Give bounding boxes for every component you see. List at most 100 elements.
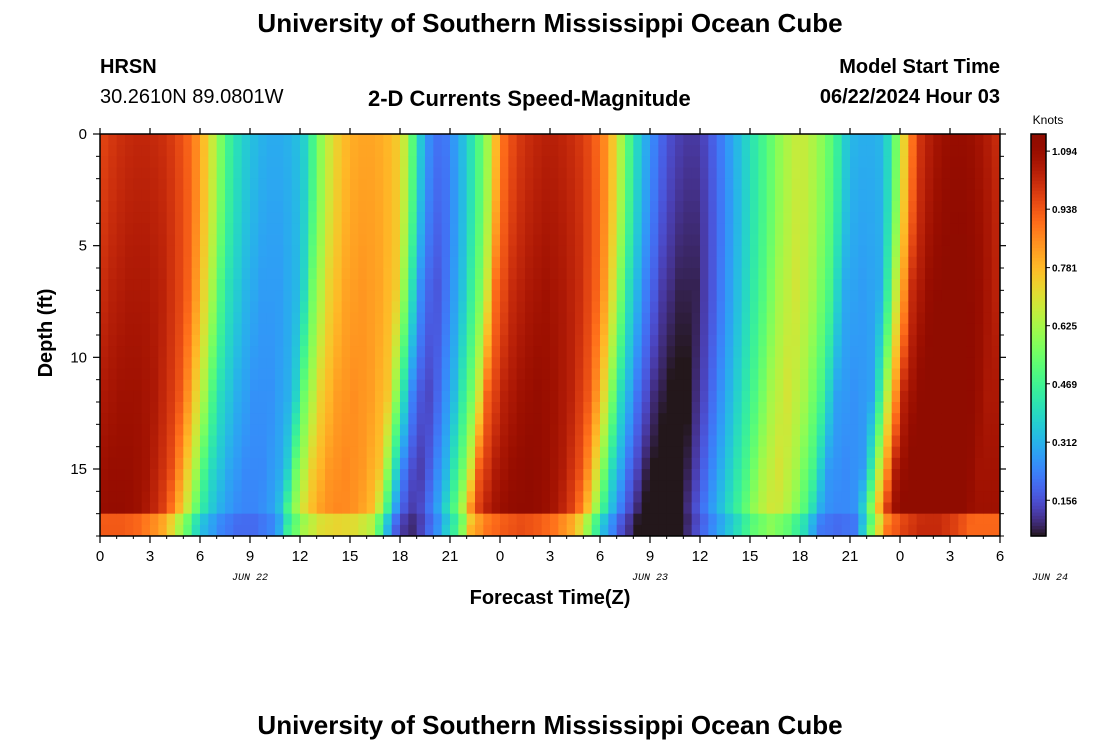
- heatmap-cell: [575, 234, 584, 247]
- heatmap-cell: [916, 279, 926, 291]
- heatmap-cell: [391, 178, 401, 191]
- heatmap-cell: [758, 290, 768, 302]
- heatmap-cell: [208, 513, 218, 526]
- heatmap-cell: [891, 301, 901, 314]
- heatmap-cell: [525, 290, 534, 302]
- heatmap-cell: [183, 424, 193, 436]
- heatmap-cell: [391, 446, 401, 459]
- heatmap-cell: [941, 480, 951, 492]
- heatmap-cell: [116, 491, 126, 503]
- heatmap-cell: [791, 346, 801, 358]
- heatmap-cell: [558, 335, 568, 347]
- heatmap-cell: [116, 335, 126, 347]
- heatmap-cell: [908, 212, 918, 224]
- colorbar-swatch: [1031, 211, 1046, 215]
- heatmap-cell: [708, 178, 718, 191]
- colorbar-swatch: [1031, 425, 1046, 430]
- heatmap-cell: [358, 379, 368, 392]
- colorbar-swatch: [1031, 271, 1046, 276]
- heatmap-cell: [516, 524, 526, 537]
- heatmap-cell: [908, 457, 918, 470]
- heatmap-cell: [808, 513, 818, 526]
- heatmap-cell: [950, 413, 959, 425]
- heatmap-cell: [833, 323, 843, 336]
- heatmap-cell: [908, 268, 918, 280]
- heatmap-cell: [875, 234, 884, 247]
- heatmap-cell: [783, 491, 793, 503]
- heatmap-cell: [875, 480, 884, 492]
- heatmap-cell: [800, 178, 809, 191]
- heatmap-cell: [925, 323, 934, 336]
- heatmap-cell: [708, 357, 718, 369]
- heatmap-cell: [841, 145, 851, 157]
- heatmap-cell: [100, 134, 109, 146]
- heatmap-cell: [358, 145, 368, 157]
- heatmap-cell: [125, 502, 134, 515]
- heatmap-cell: [816, 480, 826, 492]
- heatmap-cell: [783, 312, 793, 325]
- model-start-label: Model Start Time: [839, 56, 1000, 78]
- heatmap-cell: [550, 201, 559, 213]
- heatmap-cell: [791, 357, 801, 369]
- heatmap-cell: [966, 167, 976, 180]
- heatmap-cell: [783, 524, 793, 537]
- heatmap-cell: [183, 323, 193, 336]
- heatmap-cell: [375, 524, 384, 537]
- heatmap-cell: [708, 134, 718, 146]
- heatmap-cell: [458, 312, 468, 325]
- heatmap-cell: [450, 189, 459, 202]
- heatmap-cell: [941, 335, 951, 347]
- heatmap-cell: [533, 435, 543, 448]
- y-tick-label: 15: [70, 461, 87, 478]
- heatmap-cell: [400, 323, 409, 336]
- heatmap-cell: [691, 323, 701, 336]
- heatmap-cell: [683, 245, 693, 258]
- heatmap-cell: [275, 424, 284, 436]
- heatmap-cell: [925, 156, 934, 168]
- heatmap-cell: [283, 480, 293, 492]
- heatmap-cell: [391, 256, 401, 269]
- heatmap-cell: [891, 201, 901, 213]
- heatmap-cell: [583, 480, 593, 492]
- heatmap-cell: [141, 469, 151, 481]
- heatmap-cell: [966, 245, 976, 258]
- heatmap-cell: [400, 346, 409, 358]
- heatmap-cell: [891, 357, 901, 369]
- heatmap-cell: [441, 413, 451, 425]
- heatmap-cell: [616, 335, 626, 347]
- heatmap-cell: [708, 268, 718, 280]
- heatmap-cell: [850, 491, 859, 503]
- heatmap-cell: [675, 491, 684, 503]
- heatmap-cell: [208, 234, 218, 247]
- heatmap-cell: [200, 234, 209, 247]
- heatmap-cell: [283, 134, 293, 146]
- heatmap-cell: [766, 491, 776, 503]
- heatmap-cell: [500, 212, 509, 224]
- x-tick-label: 3: [146, 548, 154, 565]
- heatmap-cell: [383, 268, 393, 280]
- heatmap-cell: [466, 413, 476, 425]
- heatmap-cell: [758, 256, 768, 269]
- heatmap-cell: [408, 335, 418, 347]
- heatmap-cell: [741, 201, 751, 213]
- heatmap-cell: [550, 234, 559, 247]
- heatmap-cell: [433, 402, 443, 414]
- heatmap-cell: [508, 312, 518, 325]
- heatmap-cell: [633, 245, 643, 258]
- heatmap-cell: [591, 346, 601, 358]
- heatmap-cell: [325, 268, 334, 280]
- heatmap-cell: [766, 134, 776, 146]
- heatmap-cell: [300, 513, 309, 526]
- heatmap-cell: [108, 502, 118, 515]
- heatmap-cell: [325, 335, 334, 347]
- heatmap-cell: [641, 469, 651, 481]
- heatmap-cell: [125, 402, 134, 414]
- heatmap-cell: [925, 491, 934, 503]
- heatmap-cell: [675, 223, 684, 235]
- heatmap-cell: [450, 513, 459, 526]
- heatmap-cell: [525, 413, 534, 425]
- heatmap-cell: [233, 513, 243, 526]
- heatmap-cell: [808, 469, 818, 481]
- heatmap-cell: [208, 323, 218, 336]
- heatmap-cell: [991, 323, 1001, 336]
